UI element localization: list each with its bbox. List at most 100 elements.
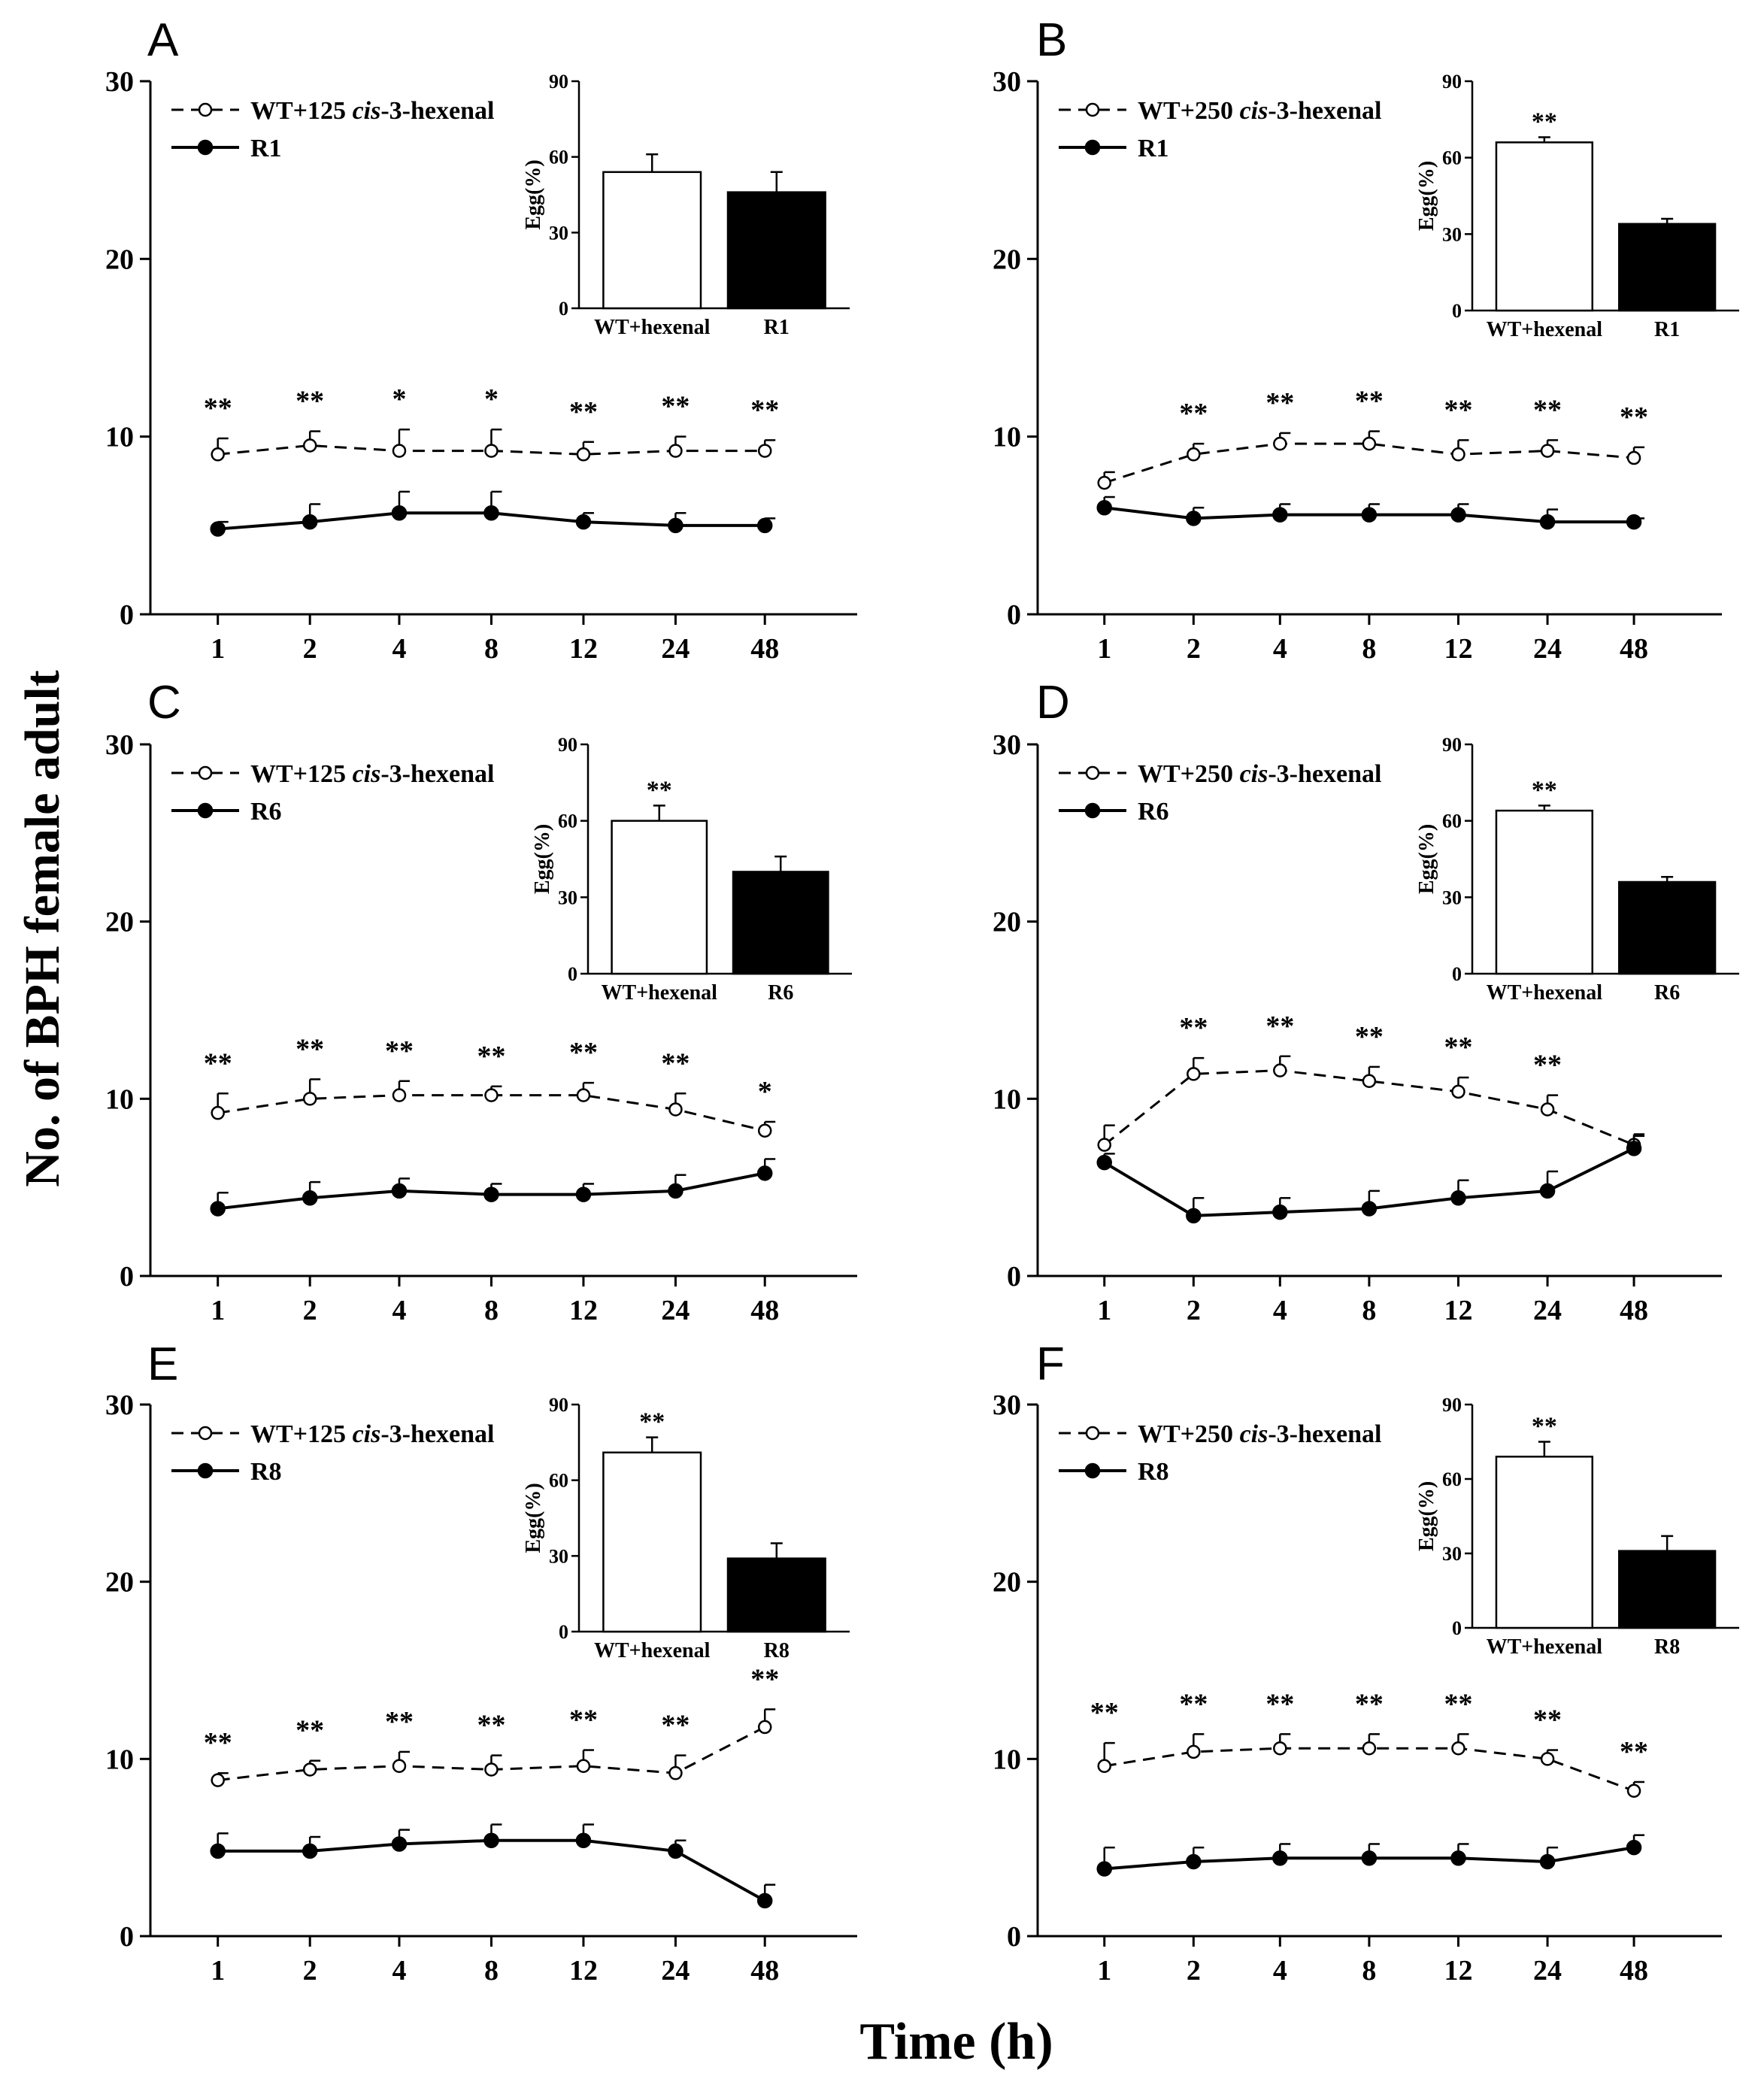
data-point: [392, 1759, 407, 1774]
data-point: [576, 447, 591, 462]
y-tick-label: 30: [105, 1390, 134, 1421]
legend-label-solid: R1: [1138, 135, 1169, 162]
inset-y-axis-label: Egg(%): [1415, 161, 1438, 231]
data-point: [484, 1762, 499, 1777]
inset-bar-chart: 0 30 60 90 Egg(%) WT+hexenal ** R8: [522, 1394, 850, 1662]
data-point: [756, 517, 773, 534]
inset-significance-stars: **: [1532, 1413, 1557, 1441]
inset-significance-stars: **: [1532, 108, 1557, 136]
legend-filled-marker: [197, 1462, 214, 1479]
inset-category-label: R6: [1654, 981, 1680, 1005]
x-tick-label: 12: [1444, 1955, 1472, 1987]
data-point: [1539, 1853, 1556, 1870]
inset-bar: [726, 1557, 826, 1633]
series-dashed: [211, 1078, 776, 1138]
significance-stars: **: [750, 394, 779, 426]
y-tick-label: 20: [993, 1567, 1021, 1599]
data-point: [1626, 514, 1642, 530]
x-tick-label: 24: [1533, 1955, 1562, 1987]
data-point: [1187, 1067, 1201, 1081]
inset-y-axis-label: Egg(%): [1415, 1481, 1438, 1551]
y-tick-label: 10: [105, 422, 134, 453]
y-tick-label: 30: [993, 66, 1021, 98]
significance-stars: **: [569, 1705, 598, 1736]
inset-significance-stars: **: [639, 1408, 665, 1436]
x-tick-label: 8: [1362, 1295, 1376, 1326]
data-point: [211, 1773, 225, 1787]
data-point: [1096, 499, 1112, 516]
inset-category-label: R6: [768, 981, 793, 1005]
data-point: [1450, 1850, 1466, 1866]
significance-stars: **: [1179, 1012, 1208, 1044]
data-point: [757, 444, 772, 458]
x-tick-label: 2: [303, 1955, 317, 1987]
data-point: [575, 1832, 592, 1848]
data-point: [391, 1183, 408, 1199]
legend-label-dashed: WT+250 cis-3-hexenal: [1138, 760, 1381, 788]
data-point: [483, 1832, 499, 1848]
significance-stars: **: [296, 1033, 324, 1065]
data-point: [756, 1165, 773, 1181]
legend-filled-marker: [1084, 1462, 1101, 1479]
data-point: [1626, 450, 1641, 465]
data-point: [1097, 475, 1111, 490]
data-point: [1626, 1783, 1641, 1799]
x-tick-label: 12: [569, 1295, 598, 1326]
y-tick-label: 0: [1007, 1261, 1021, 1293]
inset-y-tick-label: 30: [1442, 886, 1462, 908]
significance-stars: **: [569, 396, 598, 428]
x-tick-label: 4: [392, 633, 406, 665]
legend-open-marker: [198, 765, 213, 780]
legend-open-marker: [1085, 102, 1100, 117]
y-tick-label: 20: [105, 1567, 134, 1599]
inset-y-tick-label: 90: [549, 71, 568, 92]
data-point: [1273, 1741, 1287, 1756]
inset-y-tick-label: 90: [1442, 71, 1462, 92]
data-point: [757, 1123, 772, 1138]
significance-stars: **: [1265, 1688, 1294, 1720]
x-tick-label: 4: [392, 1295, 406, 1326]
y-tick-label: 30: [105, 66, 134, 98]
series-solid: [1096, 1834, 1645, 1877]
significance-stars: **: [296, 1715, 324, 1747]
series-dashed: [211, 1708, 776, 1787]
series-dashed: [1097, 430, 1645, 490]
data-point: [1272, 1850, 1288, 1866]
y-tick-label: 10: [993, 1744, 1021, 1775]
data-point: [391, 1836, 408, 1852]
significance-stars: **: [569, 1037, 598, 1068]
data-point: [1626, 1839, 1642, 1856]
significance-stars: **: [296, 386, 324, 417]
significance-stars: **: [204, 392, 232, 424]
significance-stars: **: [1444, 394, 1472, 426]
x-tick-label: 2: [1187, 1295, 1201, 1326]
legend-filled-marker: [197, 139, 214, 156]
x-tick-label: 48: [1620, 1955, 1648, 1987]
inset-y-tick-label: 30: [1442, 1543, 1462, 1565]
y-tick-label: 30: [993, 1390, 1021, 1421]
data-point: [668, 444, 683, 458]
x-tick-label: 48: [1620, 1295, 1648, 1326]
significance-stars: **: [1444, 1032, 1472, 1063]
data-point: [668, 1843, 683, 1859]
legend-open-marker: [1085, 765, 1100, 780]
data-point: [1361, 507, 1378, 523]
data-point: [1272, 507, 1288, 523]
inset-y-axis-label: Egg(%): [522, 159, 545, 229]
data-point: [1272, 1204, 1288, 1220]
x-tick-label: 48: [750, 1295, 779, 1326]
data-point: [391, 505, 408, 521]
x-tick-label: 24: [1533, 633, 1562, 665]
data-point: [1187, 447, 1201, 462]
x-tick-label: 1: [1097, 1955, 1111, 1987]
inset-category-label: WT+hexenal: [594, 316, 711, 339]
data-point: [575, 514, 592, 530]
inset-bar: [1495, 809, 1593, 975]
significance-stars: **: [1533, 1705, 1562, 1736]
data-point: [1096, 1154, 1112, 1171]
x-tick-label: 8: [1362, 1955, 1376, 1987]
